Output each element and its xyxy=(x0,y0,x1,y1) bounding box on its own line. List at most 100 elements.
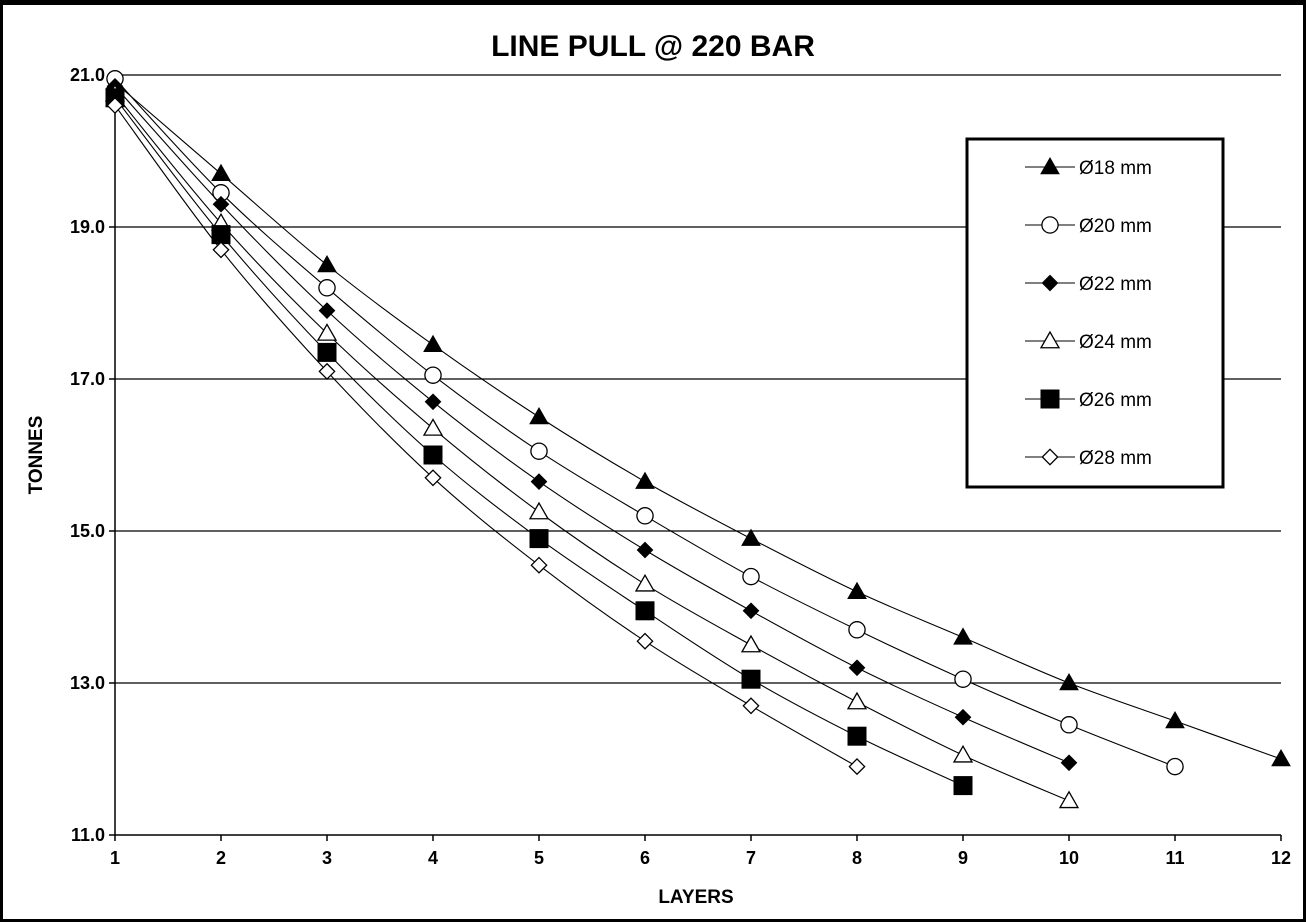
x-tick-label: 8 xyxy=(852,848,862,868)
legend-box xyxy=(965,137,1225,489)
y-tick-label: 11.0 xyxy=(71,825,105,845)
x-axis-title: LAYERS xyxy=(658,887,733,908)
axes xyxy=(109,74,1282,841)
data-point xyxy=(847,581,867,600)
data-point xyxy=(846,691,868,710)
legend-marker xyxy=(1041,274,1059,292)
data-point xyxy=(423,334,443,353)
x-tick-label: 3 xyxy=(322,848,332,868)
data-point xyxy=(954,670,972,688)
data-point xyxy=(318,362,336,380)
data-point xyxy=(1059,672,1079,691)
legend-item: Ø20 mm xyxy=(1025,216,1152,237)
x-tick-label: 9 xyxy=(958,848,968,868)
data-point xyxy=(212,241,230,259)
data-point xyxy=(1060,716,1078,734)
data-point xyxy=(636,632,654,650)
legend-label: Ø20 mm xyxy=(1079,216,1152,237)
data-point xyxy=(742,697,760,715)
legend-item: Ø28 mm xyxy=(1025,448,1152,469)
legend-item: Ø24 mm xyxy=(1025,330,1152,353)
data-point xyxy=(953,627,973,645)
y-tick-label: 15.0 xyxy=(70,521,105,541)
legend-label: Ø24 mm xyxy=(1079,332,1152,353)
data-point xyxy=(317,254,337,273)
data-point xyxy=(952,744,974,763)
data-point xyxy=(740,634,762,653)
legend-item: Ø18 mm xyxy=(1025,156,1152,179)
data-point xyxy=(635,471,655,489)
series-line xyxy=(114,97,964,787)
series-4 xyxy=(104,83,1080,809)
x-tick-label: 1 xyxy=(110,848,120,868)
data-point xyxy=(424,366,442,384)
legend-label: Ø22 mm xyxy=(1079,274,1152,295)
legend-item: Ø22 mm xyxy=(1025,274,1152,295)
x-tick-label: 10 xyxy=(1059,848,1079,868)
series-2 xyxy=(106,70,1184,776)
chart-title: LINE PULL @ 220 BAR xyxy=(491,30,815,63)
data-point xyxy=(529,406,549,425)
data-point xyxy=(741,669,761,689)
data-point xyxy=(422,418,444,436)
x-tick-label: 4 xyxy=(428,848,438,868)
x-tick-label: 7 xyxy=(746,848,756,868)
data-point xyxy=(316,323,338,341)
data-point xyxy=(848,758,866,776)
x-tick-label: 2 xyxy=(216,848,226,868)
x-tick-label: 12 xyxy=(1271,848,1291,868)
legend-marker xyxy=(1041,448,1059,466)
data-point xyxy=(212,195,230,213)
x-tick-label: 5 xyxy=(534,848,544,868)
y-tick-label: 13.0 xyxy=(70,673,105,693)
legend-label: Ø26 mm xyxy=(1079,390,1152,411)
data-point xyxy=(530,473,548,490)
data-point xyxy=(741,528,761,546)
data-point xyxy=(848,659,866,677)
legend-marker xyxy=(1040,389,1060,409)
data-point xyxy=(1060,754,1078,772)
data-point xyxy=(528,501,550,520)
series-1 xyxy=(105,72,1291,767)
data-point xyxy=(106,96,124,114)
data-point xyxy=(424,393,442,411)
data-point xyxy=(636,507,654,525)
data-point xyxy=(318,279,336,297)
series-line xyxy=(114,86,1070,764)
y-tick-labels: 11.0 13.0 15.0 17.0 19.0 21.0 xyxy=(70,65,105,845)
data-point xyxy=(530,556,548,574)
data-point xyxy=(1166,757,1184,776)
x-tick-label: 6 xyxy=(640,848,650,868)
legend-marker xyxy=(1040,156,1060,175)
series-5 xyxy=(105,88,973,796)
data-point xyxy=(953,776,973,796)
data-point xyxy=(635,601,655,621)
data-point xyxy=(742,567,760,586)
series-line xyxy=(114,78,1176,768)
legend-label: Ø28 mm xyxy=(1079,448,1152,469)
legend-label: Ø18 mm xyxy=(1079,158,1152,179)
y-axis-title: TONNES xyxy=(26,416,47,495)
data-point xyxy=(848,621,866,639)
data-point xyxy=(530,442,548,460)
data-point xyxy=(847,726,867,746)
series-6 xyxy=(106,96,866,776)
legend-marker xyxy=(1039,330,1061,349)
y-tick-label: 17.0 xyxy=(70,369,105,389)
y-tick-label: 21.0 xyxy=(70,65,105,85)
legend-items: Ø18 mm Ø20 mm Ø22 mm Ø24 mm Ø26 mm Ø28 mm xyxy=(1025,156,1152,469)
data-point xyxy=(954,708,972,726)
data-point xyxy=(634,573,656,592)
data-point xyxy=(636,541,654,559)
legend-item: Ø26 mm xyxy=(1025,389,1152,411)
series-line xyxy=(114,93,1070,802)
legend: Ø18 mm Ø20 mm Ø22 mm Ø24 mm Ø26 mm Ø28 mm xyxy=(965,137,1225,489)
series-3 xyxy=(106,78,1078,772)
data-point xyxy=(1165,710,1185,729)
data-point xyxy=(529,529,549,549)
data-point xyxy=(1271,748,1291,767)
data-point xyxy=(742,602,760,620)
x-tick-labels: 1 2 3 4 5 6 7 8 9 10 11 12 xyxy=(110,848,1291,868)
data-point xyxy=(317,342,337,362)
